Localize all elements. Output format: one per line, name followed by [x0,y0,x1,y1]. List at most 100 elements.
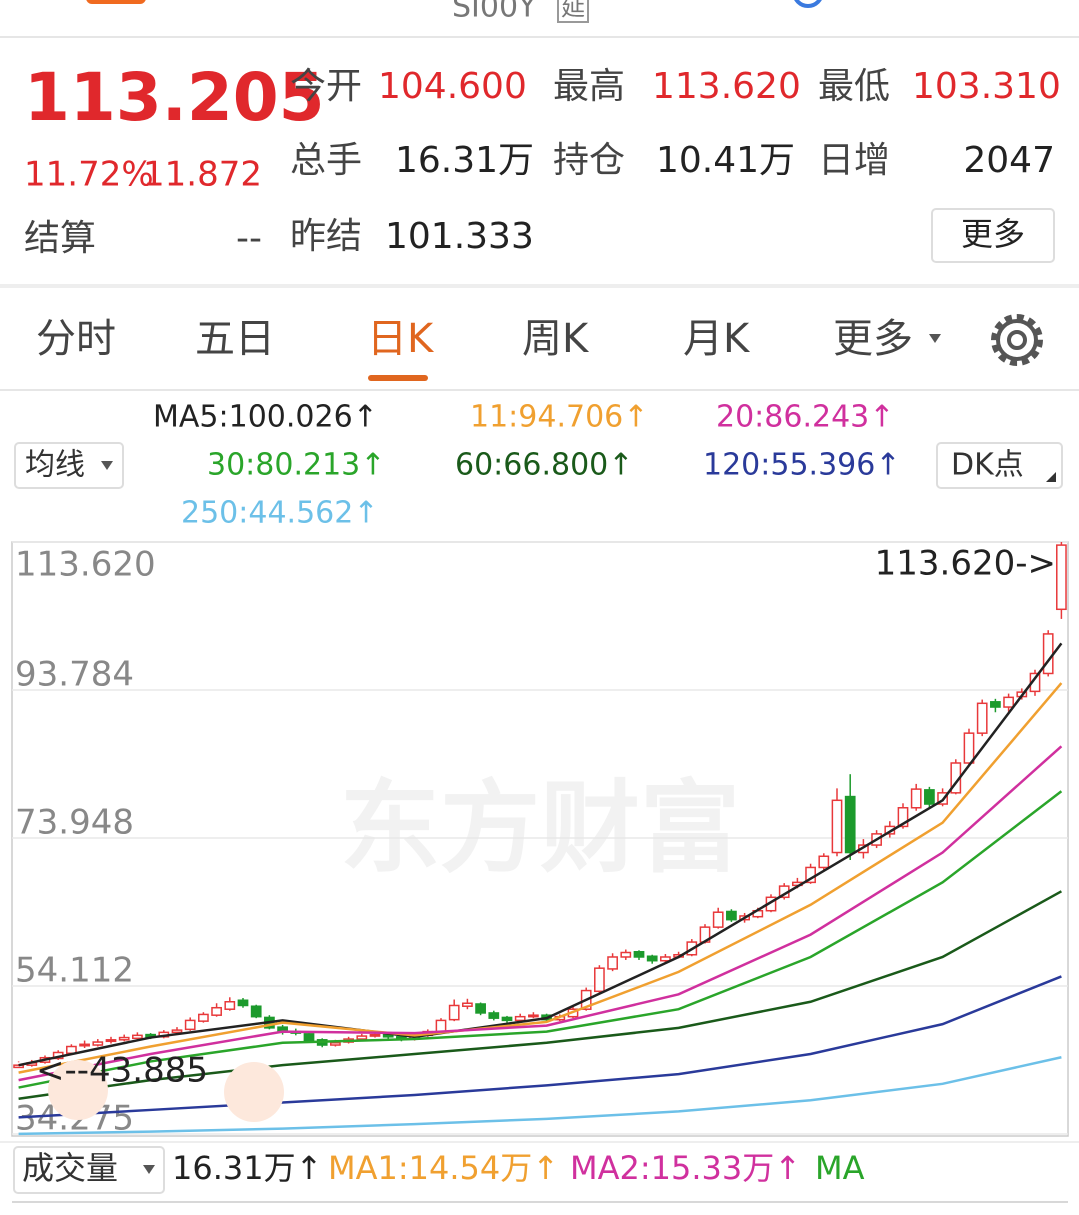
gear-teeth[interactable] [991,314,1043,366]
candle-body [620,951,632,958]
candle-body [844,795,856,854]
ma-legend: MA5:100.026↑ 11:94.706↑ 20:86.243↑ 30:80.21… [153,400,900,531]
candle-body [528,1014,539,1018]
ma-line [18,890,1063,1100]
candle-body [303,1033,315,1042]
tab[interactable]: 五日 [195,316,275,362]
candle-body [237,999,249,1007]
ma-selector[interactable] [14,442,124,489]
low-marker-icon[interactable] [48,1060,108,1120]
volume-ma2: MA2:15.33万↑ [570,1149,801,1187]
prev-settle-label: 昨结 [290,216,362,257]
dk-button-label[interactable]: DK点 [951,448,1024,483]
candle-body [1003,696,1014,708]
candle-body [369,1033,381,1037]
candle-body [924,789,935,805]
corner-arrow[interactable] [1046,472,1056,482]
change-pct: 11.72% [24,155,154,195]
settle-label: 结算 [24,218,96,259]
gear-ring[interactable] [996,319,1038,361]
volume-value: 16.31万↑ [172,1149,322,1187]
more-button-label[interactable]: 更多 [961,215,1025,253]
candle-body [963,732,975,764]
delay-box [557,0,589,23]
watermark: 东方财富 [340,769,740,886]
candle-body [607,956,618,970]
tab[interactable]: 月K [683,316,751,362]
volume-ma1: MA1:14.54万↑ [328,1149,559,1187]
candle-body [118,1036,130,1041]
candle-body [910,788,922,809]
ma-legend-item: 11:94.706↑ [470,400,648,435]
candle-body [646,955,658,962]
position-label: 持仓 [553,140,625,181]
volume-label: 总手 [290,140,362,181]
daily-inc: 2047 [963,140,1055,181]
candle-body [132,1034,143,1040]
candle-body [171,1029,183,1034]
change: 11.872 [143,155,262,195]
candle-body [79,1043,90,1047]
app-icon[interactable] [86,0,146,4]
candle-body [224,1001,236,1010]
candle-body [501,1016,513,1022]
ma-legend-item: 250:44.562↑ [181,496,378,531]
candle-body [105,1039,117,1043]
candle-body [660,956,671,962]
position: 10.41万 [656,140,795,181]
price: 113.205 [24,59,325,136]
dropdown-arrow[interactable] [143,1165,155,1174]
tab[interactable]: 更多 [833,316,913,362]
more-button[interactable] [931,208,1055,263]
volume-selector[interactable] [13,1146,165,1194]
y-tick-label: 93.784 [15,654,134,694]
dropdown-arrow[interactable] [101,461,113,470]
high-label: 最高 [553,66,625,107]
ma-line [18,682,1063,1074]
candle-body [356,1035,368,1040]
candle-body [488,1012,500,1019]
tab[interactable]: 分时 [36,316,116,362]
low-marker-icon[interactable] [224,1062,284,1122]
volume-selector-label[interactable]: 成交量 [22,1149,118,1187]
ma-legend-item: MA5:100.026↑ [153,400,378,435]
y-tick-label: 73.948 [15,802,134,842]
ma-legend-item: 60:66.800↑ [455,448,633,483]
tab[interactable]: 周K [522,316,590,362]
y-tick-label: 54.112 [15,950,134,990]
daily-inc-label: 日增 [818,140,890,181]
high: 113.620 [652,66,801,107]
candle-body [448,1004,460,1021]
open: 104.600 [378,66,527,107]
y-tick-label: 113.620 [15,545,156,585]
candle-body [198,1013,209,1022]
dk-button[interactable] [936,442,1063,489]
candle-body [514,1015,526,1022]
low: 103.310 [912,66,1061,107]
candle-body [1042,633,1054,675]
low-label: <--43.885 [36,1051,208,1091]
candle-body [818,855,830,869]
kline-chart: 34.27554.11273.94893.784113.620113.620->… [12,541,1068,1139]
ma-selector-label[interactable]: 均线 [25,448,85,483]
gear-hub[interactable] [1007,330,1027,350]
low-label: 最低 [818,66,890,107]
tab[interactable]: 日K [367,316,435,362]
dropdown-arrow[interactable] [929,334,941,343]
ma-line [18,975,1062,1119]
candle-body [435,1019,447,1033]
candle-body [184,1019,196,1031]
ma-legend-item: 120:55.396↑ [703,448,900,483]
candle-body [976,702,988,734]
search-icon[interactable] [794,0,822,8]
delay-tag: 延 [561,0,585,21]
candle-body [462,1002,473,1007]
tab-bar: 分时 五日 日K 周K 月K 更多 [36,316,941,362]
ma-line [18,1056,1062,1136]
prev-settle: 101.333 [385,216,534,257]
candle-body [250,1005,262,1018]
ma-line [18,745,1063,1082]
volume: 16.31万 [395,140,534,181]
settings-icon[interactable] [991,314,1043,366]
candle-body [475,1003,486,1014]
